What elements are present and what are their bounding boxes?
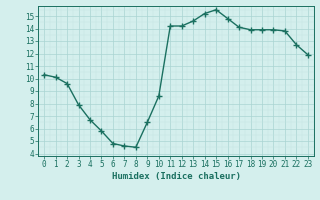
X-axis label: Humidex (Indice chaleur): Humidex (Indice chaleur) <box>111 172 241 181</box>
